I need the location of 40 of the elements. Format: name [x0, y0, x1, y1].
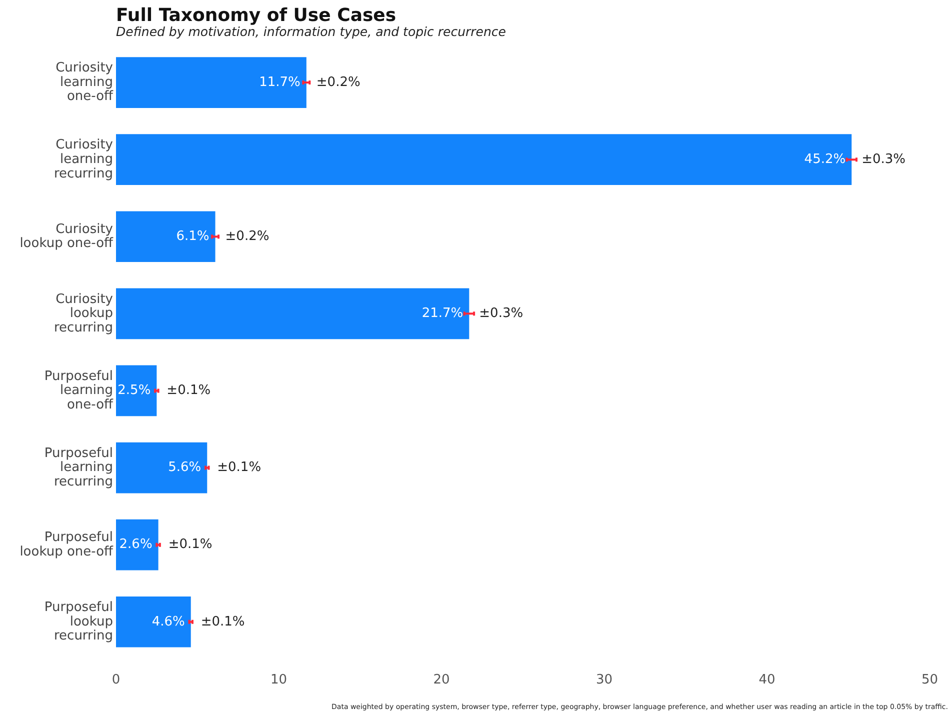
bar [116, 365, 157, 416]
bar [116, 134, 852, 185]
annotation: ±0.1% [168, 537, 212, 552]
annotation: ±0.2% [316, 74, 360, 90]
bar [116, 288, 470, 340]
annotation: ±0.2% [225, 229, 270, 244]
y-tick-label: Purposeful lookup recurring [44, 600, 113, 644]
x-tick-label: 30 [596, 672, 613, 688]
x-tick-label: 20 [433, 672, 450, 688]
data-label: 21.7% [422, 306, 464, 322]
y-tick-label: Curiosity learning recurring [54, 138, 114, 182]
x-tick-label: 40 [758, 672, 776, 688]
y-tick-label: Curiosity learning one-off [56, 60, 114, 104]
annotation: ±0.1% [200, 614, 245, 630]
data-label: 4.6% [152, 614, 185, 630]
chart-subtitle: Defined by motivation, information type, and topic recurrence [116, 24, 506, 39]
y-tick-label: Purposeful learning recurring [44, 446, 113, 490]
bar [116, 519, 158, 570]
data-label: 2.6% [119, 537, 152, 552]
x-tick-label: 10 [270, 672, 288, 688]
bar [116, 596, 191, 648]
y-tick-label: Curiosity lookup one-off [20, 222, 114, 252]
y-tick-label: Purposeful lookup one-off [20, 530, 114, 560]
chart-title: Full Taxonomy of Use Cases [116, 5, 396, 26]
data-label: 2.5% [118, 383, 151, 398]
data-label: 11.7% [259, 74, 300, 90]
annotation: ±0.1% [217, 460, 262, 476]
data-label: 45.2% [804, 152, 846, 167]
bar [116, 442, 208, 494]
y-tick-label: Purposeful learning one-off [44, 368, 114, 412]
x-tick-label: 0 [112, 672, 120, 688]
annotation: ±0.1% [166, 383, 211, 398]
data-label: 6.1% [176, 229, 210, 244]
x-tick-label: 50 [921, 672, 938, 688]
annotation: ±0.3% [479, 306, 524, 322]
bar [116, 211, 216, 262]
annotation: ±0.3% [862, 152, 906, 167]
y-tick-label: Curiosity lookup recurring [54, 292, 114, 336]
data-label: 5.6% [168, 460, 202, 476]
bar [116, 57, 306, 108]
